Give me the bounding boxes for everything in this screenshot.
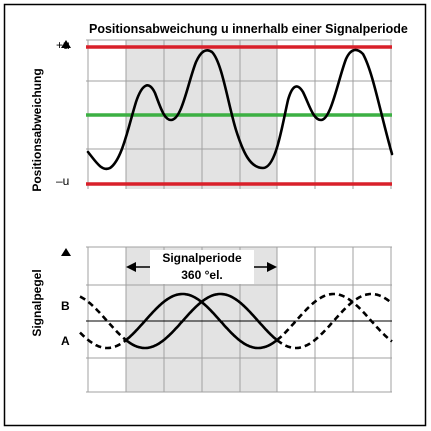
bottom-y-axis-label: Signalpegel [30,269,44,336]
bottom-grid [86,246,392,393]
bottom-panel: Signalperiode 360 °el. B A Signalpegel [30,246,393,393]
signal-b-label: B [61,299,70,313]
period-arrow-left-icon [126,262,136,272]
signal-b-dashed-right [276,292,393,343]
top-panel: +u –u Positionsabweichung Positionsabwei… [30,22,408,192]
signal-a-label: A [61,334,70,348]
period-arrow-right-icon [267,262,277,272]
period-value: 360 °el. [181,268,223,282]
outer-frame [3,3,427,427]
signal-a-dashed-right [276,292,393,350]
bottom-axis-arrow-icon [61,248,71,256]
top-y-axis-label: Positionsabweichung [30,68,44,191]
top-title: Positionsabweichung u innerhalb einer Si… [89,22,408,36]
signal-a-dashed-left [79,295,127,342]
position-deviation-curve [86,48,394,171]
signal-b-dashed-left [79,331,127,350]
period-label-background [150,250,254,284]
signal-b-curve [125,292,278,350]
top-axis-arrow-icon [61,40,71,48]
top-tick-plus-u: +u [56,38,70,52]
top-tick-minus-u: –u [56,174,69,188]
period-label: Signalperiode [162,251,242,265]
